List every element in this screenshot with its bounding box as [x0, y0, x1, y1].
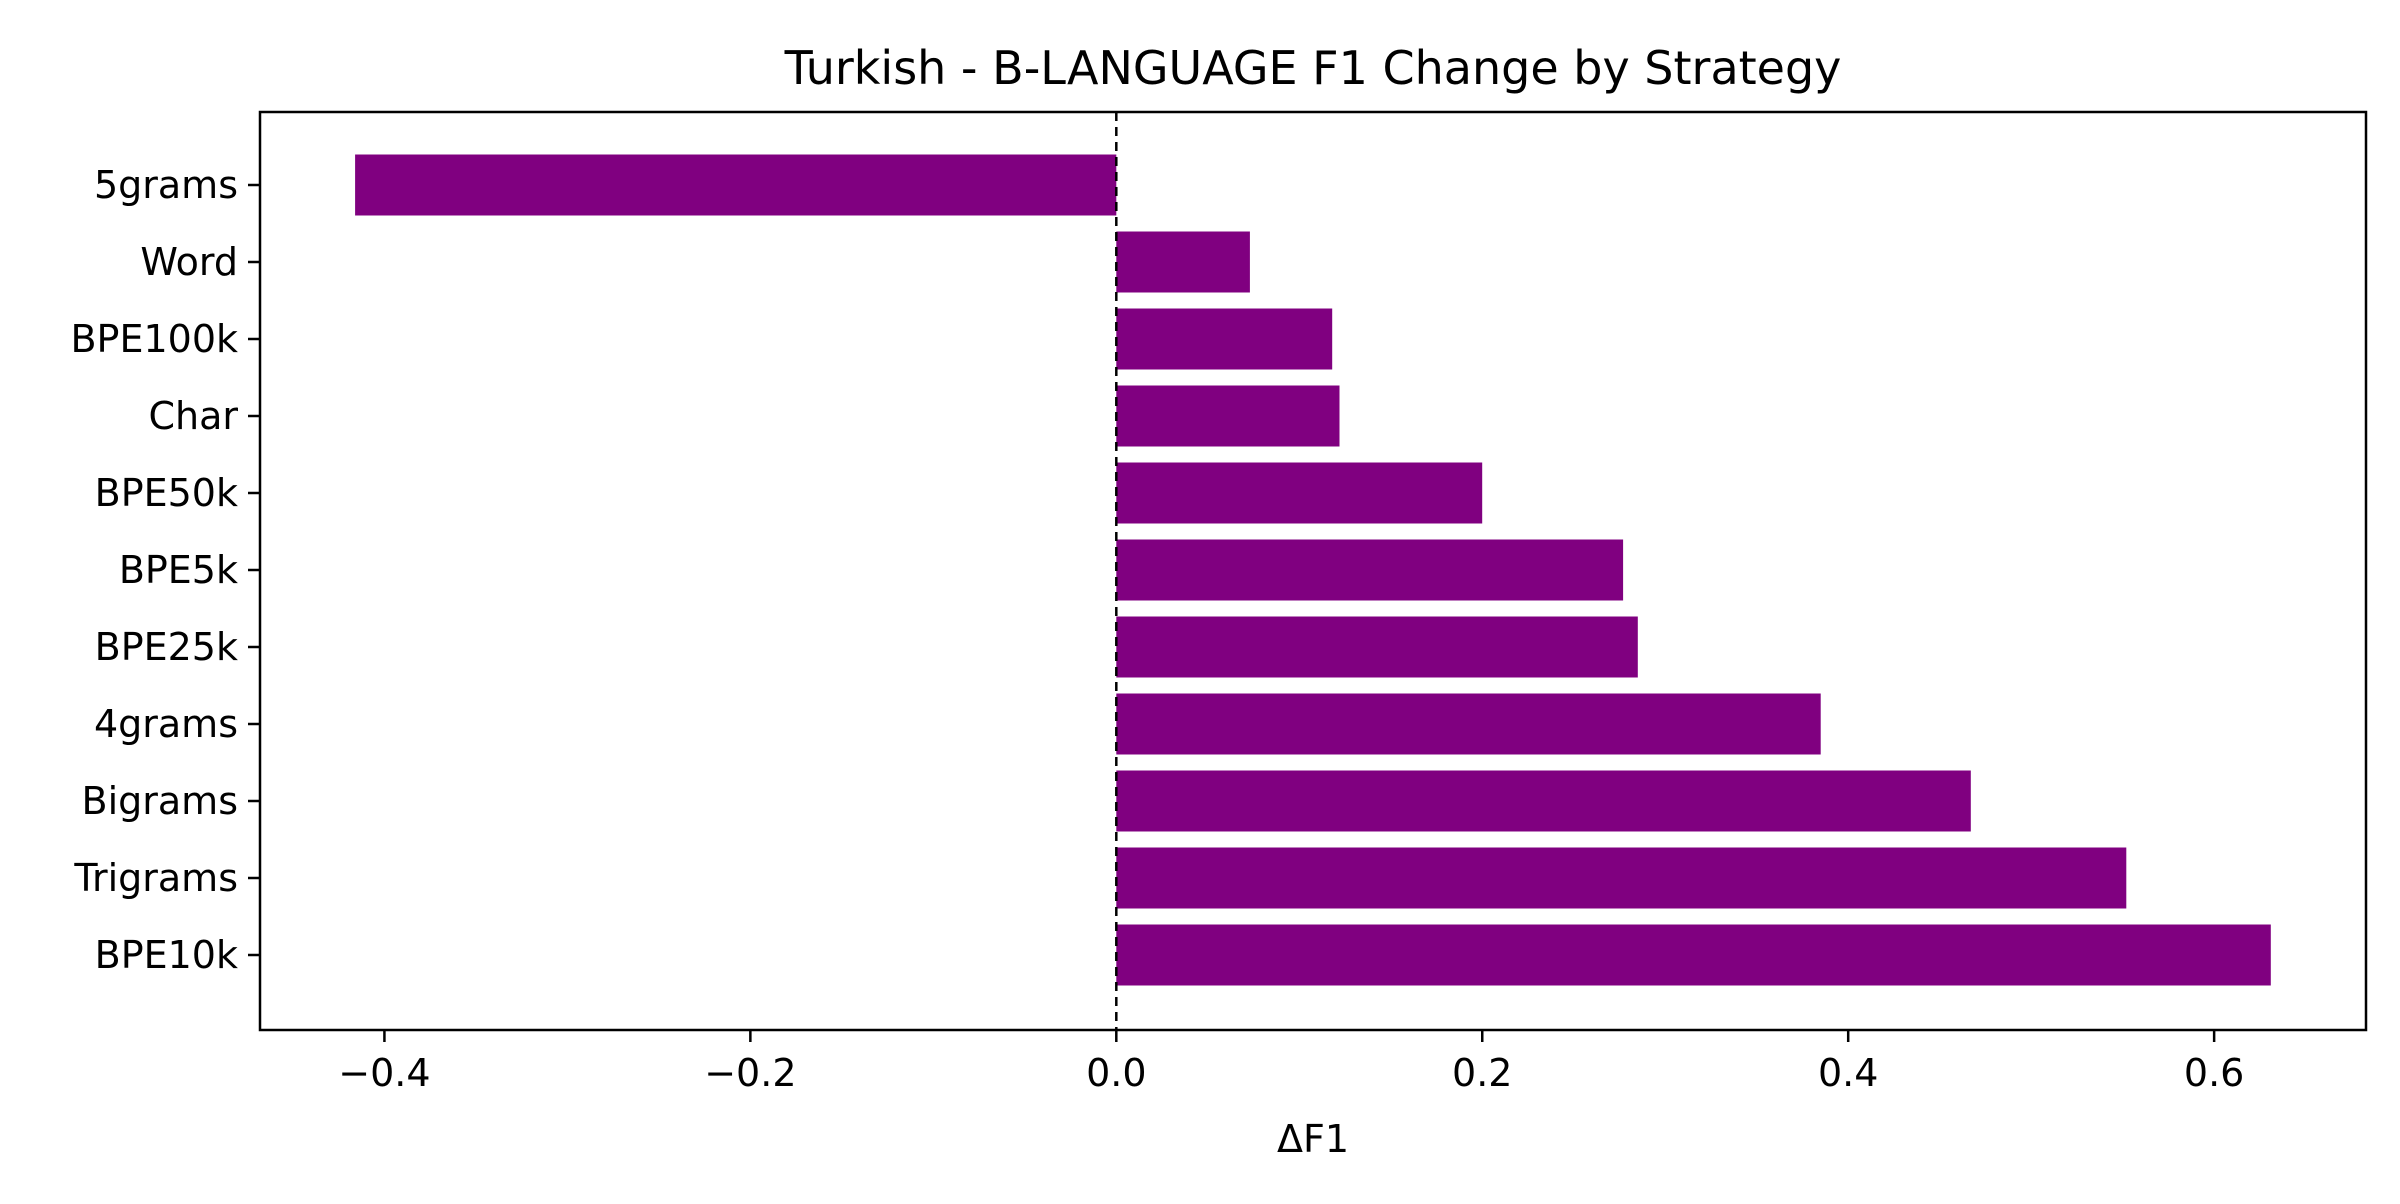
bar-bigrams — [1116, 770, 1971, 832]
y-tick-label: Word — [140, 240, 238, 284]
bar-bpe50k — [1116, 462, 1483, 524]
x-tick-label: 0.2 — [1452, 1051, 1512, 1095]
y-tick-label: 5grams — [94, 163, 238, 207]
y-tick-label: BPE100k — [70, 317, 238, 361]
bar-word — [1116, 231, 1250, 293]
x-tick-label: 0.4 — [1818, 1051, 1878, 1095]
bar-5grams — [355, 154, 1117, 216]
bar-4grams — [1116, 693, 1821, 755]
y-tick-label: BPE25k — [95, 625, 238, 669]
y-tick-label: Bigrams — [82, 779, 238, 823]
y-tick-label: 4grams — [94, 702, 238, 746]
bar-bpe5k — [1116, 539, 1624, 601]
bar-bpe25k — [1116, 616, 1638, 678]
bar-char — [1116, 385, 1340, 447]
x-axis-label: ΔF1 — [1277, 1117, 1349, 1161]
y-tick-label: BPE50k — [95, 471, 238, 515]
x-tick-label: −0.2 — [704, 1051, 796, 1095]
bars-layer — [355, 154, 2271, 986]
bar-bpe100k — [1116, 308, 1333, 370]
bar-bpe10k — [1116, 924, 2271, 986]
x-axis: −0.4 −0.2 0.0 0.2 0.4 0.6 — [338, 1030, 2244, 1095]
chart-title: Turkish - B-LANGUAGE F1 Change by Strate… — [784, 41, 1842, 95]
y-tick-label: BPE10k — [95, 933, 238, 977]
y-tick-label: Char — [148, 394, 238, 438]
bar-trigrams — [1116, 847, 2127, 909]
y-tick-label: Trigrams — [73, 856, 238, 900]
x-tick-label: 0.6 — [2184, 1051, 2244, 1095]
x-tick-label: 0.0 — [1086, 1051, 1146, 1095]
x-tick-label: −0.4 — [338, 1051, 430, 1095]
y-tick-label: BPE5k — [119, 548, 238, 592]
y-axis: 5grams Word BPE100k Char BPE50k BPE5k BPE25k 4g… — [70, 163, 260, 977]
